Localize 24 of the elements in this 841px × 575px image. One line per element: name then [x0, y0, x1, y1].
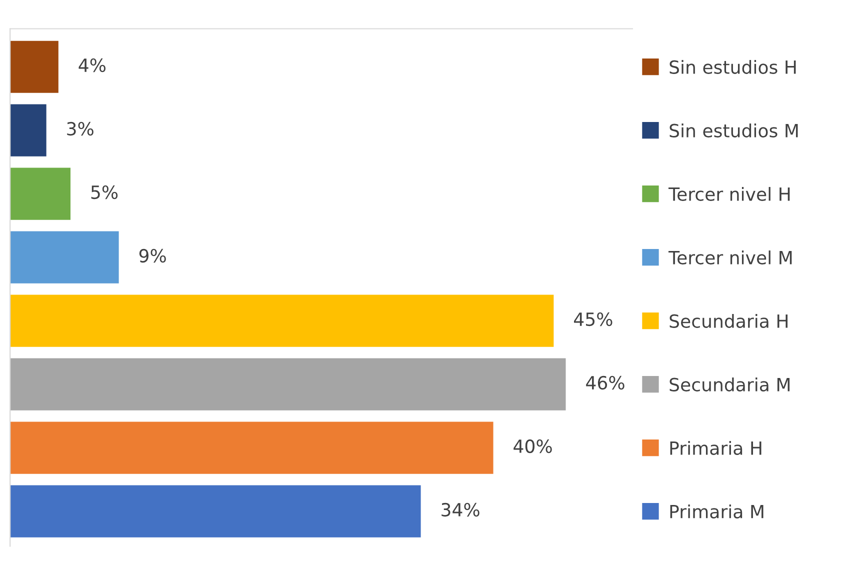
bar — [10, 231, 119, 284]
bar — [10, 168, 70, 220]
y-tick-label: Secundaria M — [670, 377, 790, 392]
data-label: 9% — [139, 248, 166, 263]
y-tick-label: Sin estudios M — [670, 123, 798, 138]
y-tick-label: Tercer nivel H — [668, 186, 790, 201]
bar — [10, 294, 554, 347]
data-label: 5% — [91, 185, 118, 200]
bar — [10, 358, 566, 410]
bar — [10, 422, 494, 474]
y-tick-label: Sin estudios H — [670, 60, 796, 74]
data-label: 3% — [67, 122, 94, 136]
bar — [10, 485, 421, 538]
bar — [10, 104, 46, 156]
data-label: 45% — [574, 312, 612, 326]
y-tick-label: Tercer nivel M — [668, 250, 792, 264]
data-label: 46% — [586, 376, 624, 390]
data-label: 4% — [78, 58, 106, 72]
y-tick-label: Secundaria H — [670, 314, 788, 328]
data-label: 40% — [514, 439, 552, 454]
data-label: 34% — [442, 502, 480, 517]
y-tick-label: Primaria M — [670, 504, 764, 518]
y-tick-label: Primaria H — [670, 440, 762, 455]
bar — [10, 40, 58, 93]
